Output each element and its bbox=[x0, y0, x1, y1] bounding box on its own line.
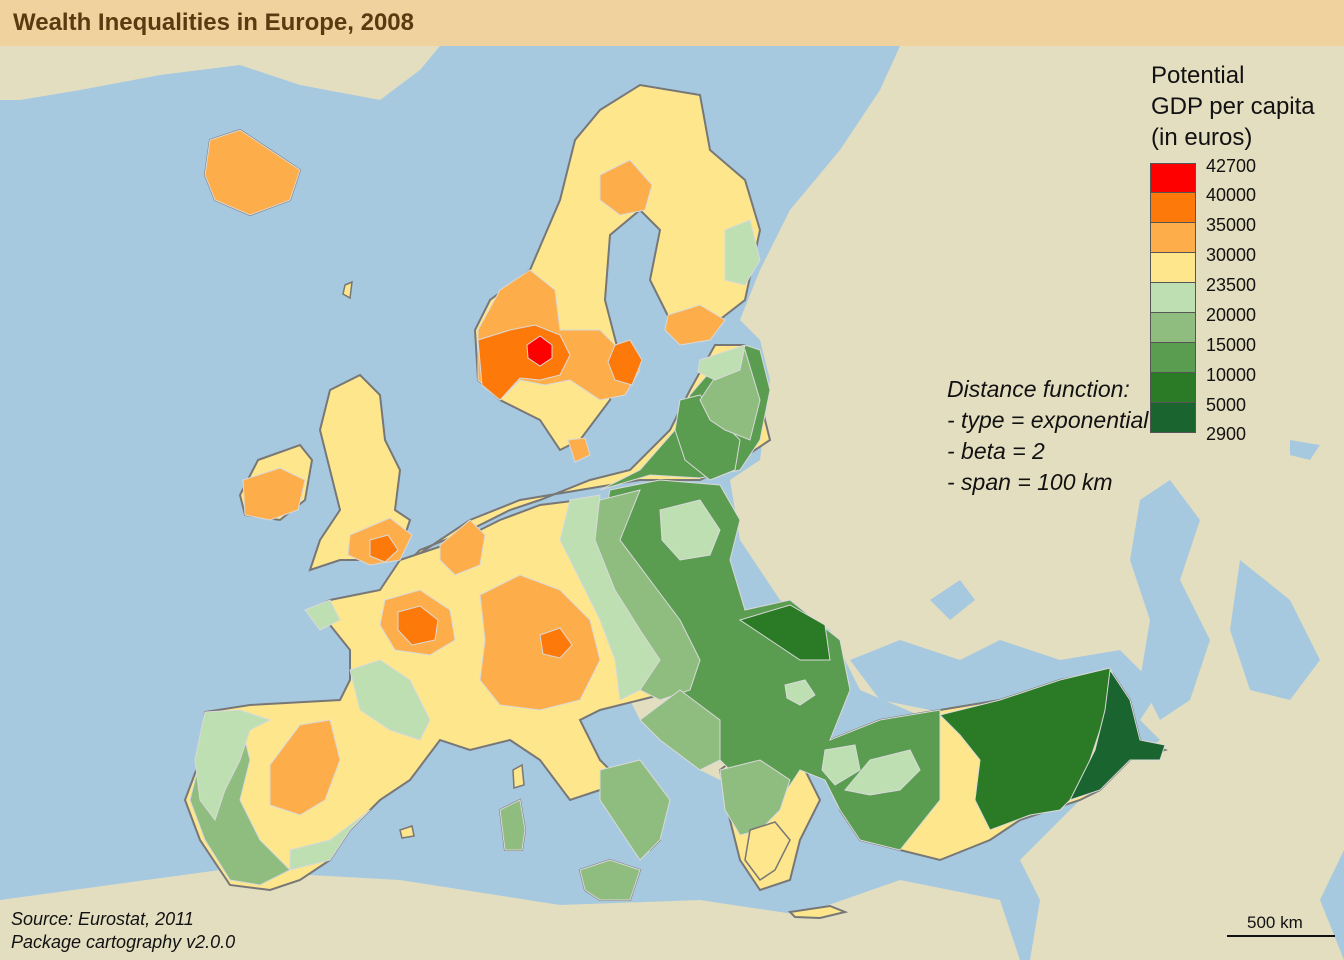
legend-break-label: 2900 bbox=[1206, 424, 1247, 444]
note-line: - type = exponential bbox=[947, 407, 1149, 433]
scale-bar bbox=[1227, 935, 1335, 937]
legend-swatch bbox=[1150, 373, 1196, 403]
legend-swatch bbox=[1150, 223, 1196, 253]
scale-bar-label: 500 km bbox=[1247, 913, 1303, 932]
title-bar: Wealth Inequalities in Europe, 2008 bbox=[0, 0, 1344, 46]
source-line: Package cartography v2.0.0 bbox=[11, 932, 236, 952]
legend-swatch bbox=[1150, 163, 1196, 193]
legend-break-label: 20000 bbox=[1206, 305, 1257, 325]
legend-break-label: 30000 bbox=[1206, 245, 1257, 265]
small-islands bbox=[342, 280, 791, 882]
legend-swatch bbox=[1150, 253, 1196, 283]
legend-break-label: 10000 bbox=[1206, 365, 1257, 385]
legend-swatch bbox=[1150, 193, 1196, 223]
source-credit: Source: Eurostat, 2011 Package cartograp… bbox=[11, 908, 235, 954]
legend-break-label: 23500 bbox=[1206, 275, 1257, 295]
legend-break-label: 42700 bbox=[1206, 156, 1257, 176]
legend-title-line: Potential bbox=[1151, 62, 1245, 89]
legend-break-label: 40000 bbox=[1206, 185, 1257, 205]
legend-title-line: (in euros) bbox=[1151, 124, 1253, 151]
legend-break-label: 15000 bbox=[1206, 335, 1257, 355]
legend-title-line: GDP per capita bbox=[1151, 93, 1315, 120]
legend-swatch bbox=[1150, 403, 1196, 433]
legend-swatch bbox=[1150, 313, 1196, 343]
legend-swatch bbox=[1150, 283, 1196, 313]
source-line: Source: Eurostat, 2011 bbox=[11, 909, 194, 929]
legend-title: Potential GDP per capita (in euros) bbox=[1151, 60, 1341, 153]
legend-break-label: 5000 bbox=[1206, 395, 1247, 415]
distance-function-note: Distance function: - type = exponential … bbox=[947, 374, 1148, 498]
legend-break-label: 35000 bbox=[1206, 215, 1257, 235]
note-line: - span = 100 km bbox=[947, 469, 1113, 495]
wealth-zones bbox=[189, 129, 1166, 901]
map-title: Wealth Inequalities in Europe, 2008 bbox=[13, 9, 415, 36]
note-line: Distance function: bbox=[947, 376, 1130, 402]
legend-swatch bbox=[1150, 343, 1196, 373]
note-line: - beta = 2 bbox=[947, 438, 1045, 464]
